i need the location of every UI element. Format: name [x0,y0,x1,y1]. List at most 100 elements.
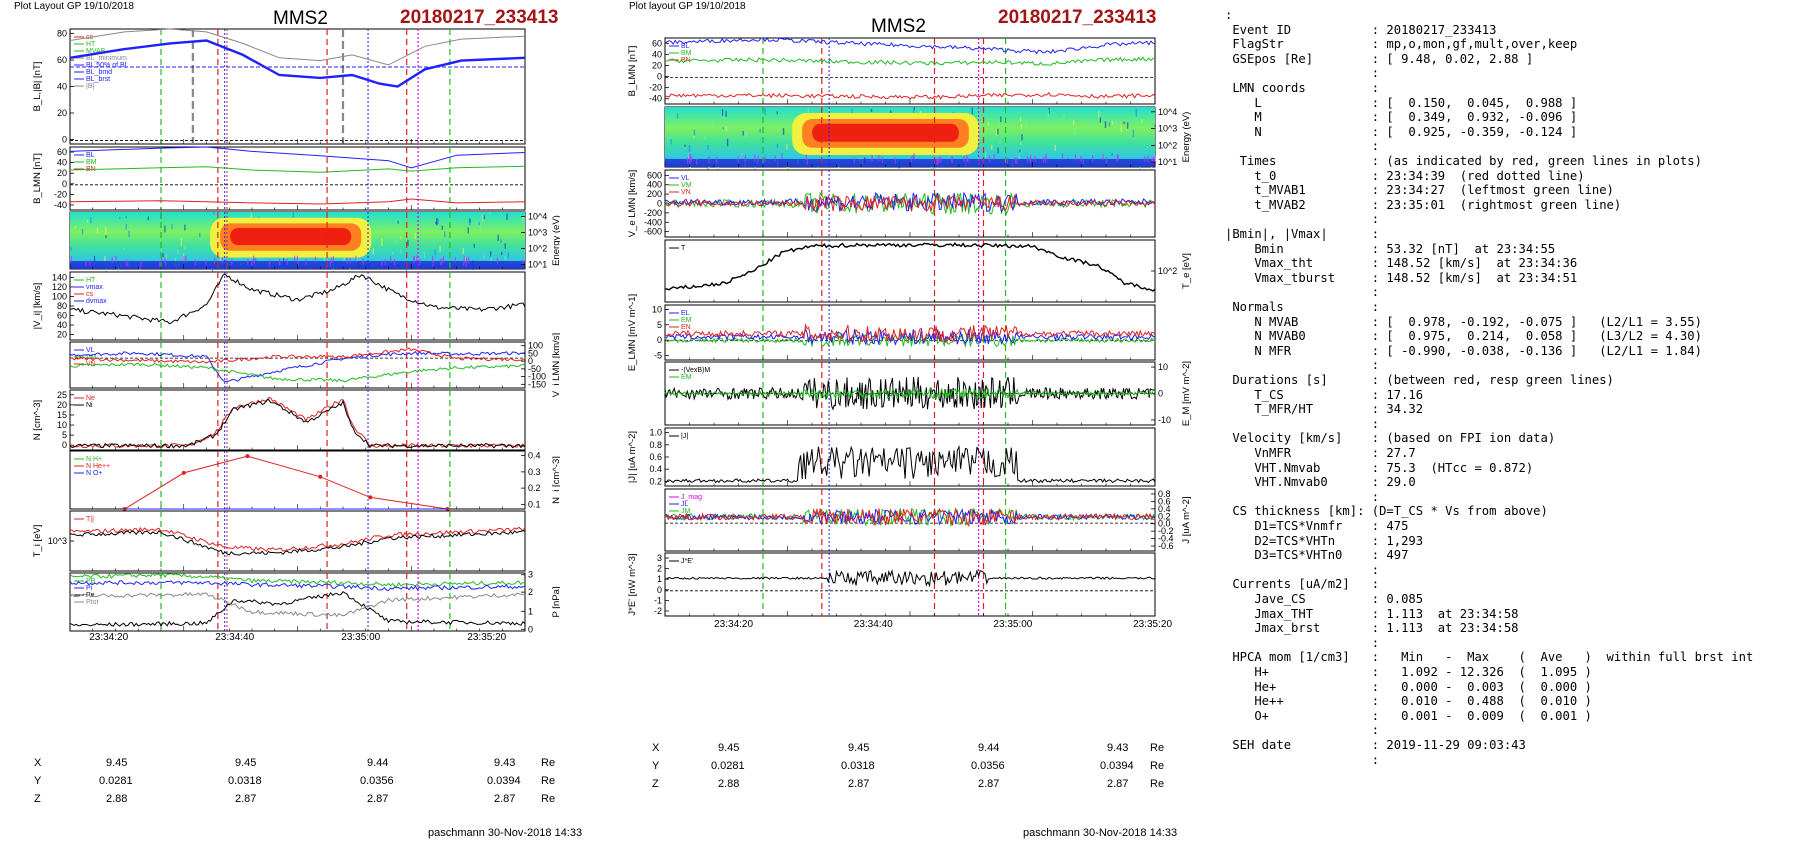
spectrogram-speckle [506,213,508,221]
legend-label: T|| [86,516,94,523]
info-line: : [1225,562,1380,577]
data-series-line [664,191,1156,213]
spectrogram-speckle [147,216,149,221]
legend-label: Pe [86,592,95,599]
data-series-line [69,165,526,173]
y-tick-label: 0.0 [1158,519,1171,529]
spectrogram-speckle [490,256,492,263]
y-axis-label: V_i LMN [km/s] [551,333,560,397]
panel-frame [664,239,1156,303]
spectrogram-spike [1006,158,1009,165]
y-tick-label: 0 [528,624,533,634]
info-line: Times : (as indicated by red, green line… [1225,154,1702,168]
spectrogram-spike [247,258,249,265]
spectrogram-spike [871,155,873,162]
info-line: SEH date : 2019-11-29 09:03:43 [1225,738,1526,752]
y-tick-label: 60 [57,147,67,157]
spectrogram-speckle [693,129,696,136]
spectrogram-spike [754,154,756,161]
panel-frame [69,271,526,341]
y-tick-label: 40 [57,320,67,330]
spectrogram-spike [708,156,710,163]
spectrogram-speckle [444,231,446,238]
spectrogram-speckle [434,249,436,256]
spectrogram-speckle [704,136,706,141]
legend-label: cs [86,291,94,298]
spectrogram-speckle [180,238,183,246]
spectrogram-spike [185,255,187,262]
time-tick-label: 23:34:20 [89,632,128,643]
spectrogram-speckle [693,135,695,139]
y-tick-label: 20 [57,400,67,410]
spectrogram-spike [231,258,233,265]
legend-label: BL [86,152,95,159]
info-line: : [1225,416,1380,431]
spectrogram-spike [696,158,698,165]
spectrogram-spike [1042,156,1045,163]
info-line: VHT.Nmvab0 : 29.0 [1225,475,1416,490]
info-line: N : [ 0.925, -0.359, -0.124 ] [1225,124,1578,139]
y-tick-label: 0.4 [528,451,541,461]
y-tick-label: -40 [54,200,67,210]
y-tick-label: 80 [57,301,67,311]
y-tick-label: -40 [649,94,662,104]
data-series-line [124,455,448,510]
spectrogram-speckle [125,215,127,219]
spectrogram-spike [463,256,465,263]
spectrogram-speckle [435,221,437,225]
spectrogram-speckle [807,108,809,115]
y-tick-label: -20 [649,83,662,93]
data-series-line [69,398,526,449]
pos-label-x: X [34,757,42,769]
data-series-line [664,328,1156,346]
panel-frame [664,304,1156,361]
spectrogram-spike [332,256,334,263]
spectrogram-speckle [184,224,186,231]
pos-unit: Re [1150,778,1165,790]
pos-value: 2.87 [494,793,516,805]
data-series-line [69,146,526,169]
spectrogram-speckle [74,226,77,229]
spectrogram-spike [127,260,129,267]
spectrogram-speckle [489,212,491,215]
spectrogram-speckle [687,153,690,160]
spectrogram-speckle [407,239,409,247]
info-line: L : [ 0.150, 0.045, 0.988 ] [1225,95,1578,110]
spectrogram-spike [1044,156,1046,163]
spectrogram-speckle [423,252,426,259]
info-line: Event ID : 20180217_233413 [1225,22,1497,37]
y-axis-label: Energy (eV) [551,215,560,266]
info-line: N MFR : [ -0.990, -0.038, -0.136 ] (L2/L… [1225,343,1702,358]
legend-label: PB [86,578,96,585]
spectrogram-spike [463,260,465,267]
spectrogram-spike [394,259,396,266]
pos-value: 0.0281 [99,775,133,787]
y-axis-label: T_i [eV] [32,525,43,558]
time-tick-label: 23:34:40 [215,632,254,643]
spectrogram-speckle [219,254,222,262]
legend-label: BL_minimum [86,55,127,62]
spectrogram-speckle [998,120,1000,129]
legend-label: N O+ [86,470,103,477]
legend-label: BM [86,159,97,166]
spectrogram-speckle [725,126,728,131]
y-tick-label: 10^3 [48,536,67,546]
legend-label: Pi [86,585,93,592]
spectrogram-spike [938,157,940,164]
spectrogram-speckle [676,113,679,119]
legend-label: vmax [86,284,103,291]
chart-panel: 10^3 T_i [eV] T|| [32,510,526,572]
spectrogram-spike [1016,158,1018,165]
info-line: : [1225,635,1380,650]
legend-label: dvmax [86,298,107,305]
legend-label: BM [681,50,692,57]
spectrogram-spike [1117,154,1119,161]
y-axis-label: B_L,|B| [nT] [32,62,43,112]
y-tick-label: 25 [57,390,67,400]
y-tick-label: 0.2 [1158,511,1171,521]
legend-label: Ptot [86,599,99,606]
y-tick-label: 3 [528,570,533,580]
spectrogram-spike [111,257,113,264]
